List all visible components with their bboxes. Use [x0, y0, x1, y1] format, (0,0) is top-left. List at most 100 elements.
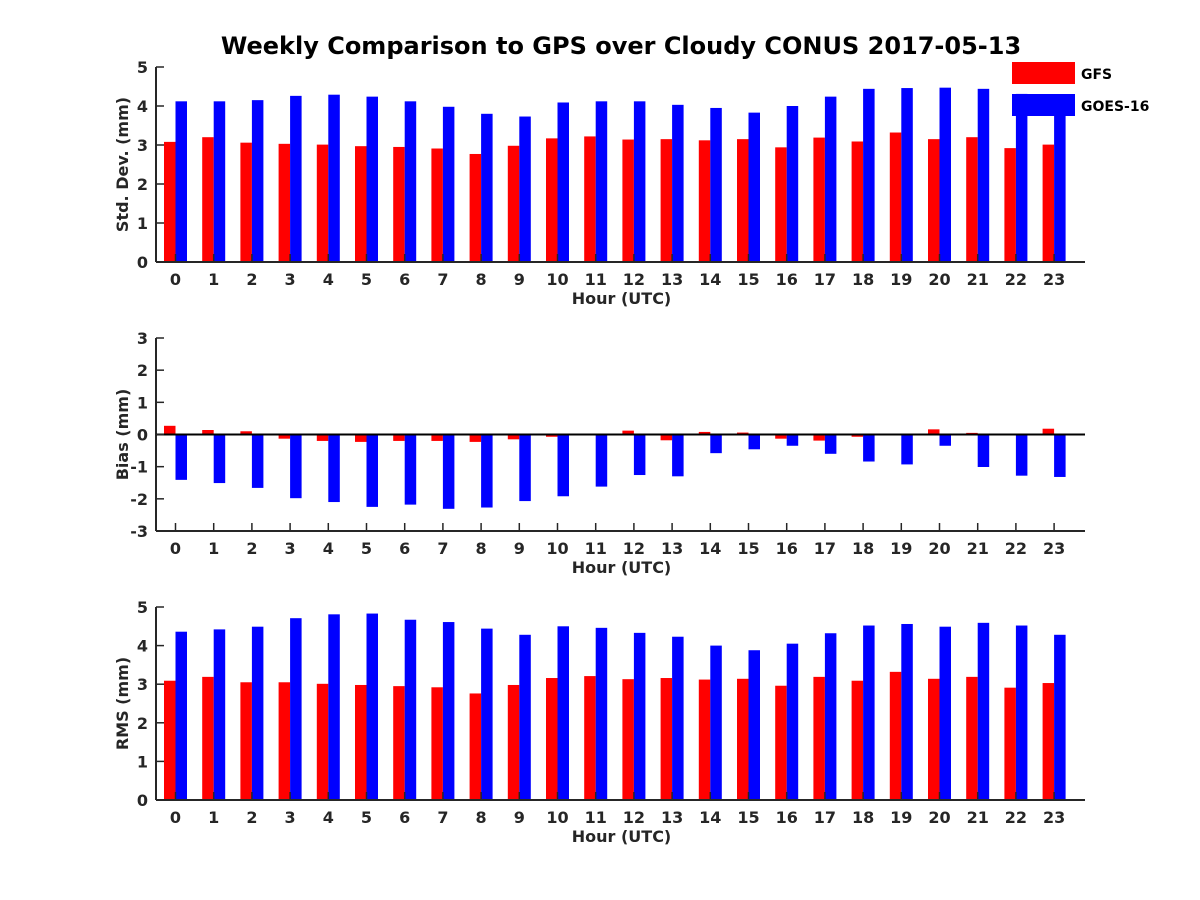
bar-goes-16-7: [442, 106, 455, 262]
bar-goes-16-2: [251, 626, 264, 800]
bar-goes-16-13: [672, 636, 684, 800]
y-tick-label: -1: [130, 458, 148, 477]
bar-goes-16-4: [328, 94, 340, 262]
bar-gfs-2: [240, 682, 252, 800]
bar-gfs-13: [660, 139, 673, 262]
y-axis-label: RMS (mm): [113, 657, 132, 750]
bar-gfs-4: [316, 683, 329, 800]
chart-title: Weekly Comparison to GPS over Cloudy CON…: [221, 32, 1021, 60]
x-tick-label: 9: [514, 270, 525, 289]
x-axis-label: Hour (UTC): [572, 827, 672, 846]
bar-goes-16-23: [1054, 634, 1066, 800]
x-tick-label: 10: [546, 539, 568, 558]
bar-gfs-14: [698, 140, 711, 262]
x-tick-label: 7: [437, 808, 448, 827]
x-tick-label: 1: [208, 270, 219, 289]
bar-goes-16-21: [977, 434, 990, 467]
bar-goes-16-0: [175, 101, 187, 262]
y-tick-label: 3: [137, 675, 148, 694]
bar-goes-16-6: [404, 619, 417, 800]
bar-gfs-7: [431, 434, 443, 441]
x-tick-label: 22: [1005, 808, 1027, 827]
bar-gfs-0: [164, 141, 176, 262]
bar-goes-16-1: [213, 434, 226, 484]
bar-goes-16-21: [977, 622, 990, 800]
y-tick-label: 0: [137, 426, 148, 445]
x-tick-label: 15: [737, 808, 759, 827]
bar-goes-16-5: [366, 96, 378, 262]
y-tick-label: 3: [137, 329, 148, 348]
y-tick-label: 1: [137, 393, 148, 412]
x-tick-label: 9: [514, 539, 525, 558]
bar-goes-16-5: [366, 613, 378, 800]
x-tick-label: 13: [661, 539, 683, 558]
bar-gfs-20: [928, 429, 940, 435]
x-tick-label: 2: [246, 270, 257, 289]
bar-goes-16-23: [1054, 114, 1066, 262]
bar-goes-16-18: [863, 625, 875, 800]
bar-goes-16-11: [595, 101, 608, 262]
x-tick-label: 5: [361, 270, 372, 289]
y-tick-label: -3: [130, 522, 148, 541]
bar-goes-16-4: [328, 434, 340, 503]
bar-gfs-13: [660, 434, 673, 441]
bar-gfs-5: [355, 146, 367, 262]
bar-goes-16-16: [786, 434, 799, 446]
x-tick-label: 18: [852, 808, 874, 827]
x-tick-label: 12: [623, 270, 645, 289]
x-tick-label: 13: [661, 270, 683, 289]
bar-goes-16-10: [557, 102, 569, 263]
bar-goes-16-15: [748, 112, 760, 262]
bar-gfs-12: [622, 679, 634, 800]
bar-goes-16-8: [481, 113, 493, 262]
bar-goes-16-19: [901, 434, 913, 465]
x-tick-label: 14: [699, 539, 721, 558]
bar-goes-16-9: [519, 116, 531, 262]
bar-gfs-18: [851, 141, 864, 262]
legend-label-gfs: GFS: [1081, 67, 1112, 83]
bar-gfs-11: [584, 676, 596, 800]
x-tick-label: 21: [967, 539, 989, 558]
legend-swatch-gfs: [1012, 62, 1075, 84]
bar-goes-16-20: [939, 87, 951, 262]
x-tick-label: 2: [246, 808, 257, 827]
y-tick-label: 5: [137, 58, 148, 77]
bar-goes-16-20: [939, 434, 951, 446]
bar-gfs-21: [966, 676, 978, 800]
x-tick-label: 12: [623, 808, 645, 827]
bar-goes-16-0: [175, 434, 187, 480]
x-tick-label: 8: [476, 808, 487, 827]
bar-gfs-23: [1042, 144, 1055, 262]
bar-gfs-12: [622, 139, 634, 262]
bar-gfs-23: [1042, 428, 1055, 435]
y-axis-label: Std. Dev. (mm): [113, 97, 132, 232]
bar-gfs-12: [622, 430, 634, 435]
bar-gfs-2: [240, 431, 252, 435]
bar-goes-16-7: [442, 622, 455, 800]
bar-gfs-18: [851, 680, 864, 800]
bar-goes-16-21: [977, 88, 990, 262]
bar-goes-16-8: [481, 434, 493, 508]
bar-gfs-8: [469, 153, 482, 262]
bar-goes-16-22: [1015, 93, 1028, 262]
bar-goes-16-11: [595, 627, 608, 800]
bar-gfs-3: [278, 434, 291, 439]
bar-goes-16-22: [1015, 625, 1028, 800]
y-tick-label: 3: [137, 136, 148, 155]
x-tick-label: 7: [437, 539, 448, 558]
x-tick-label: 19: [890, 539, 912, 558]
bar-goes-16-0: [175, 631, 187, 800]
bar-goes-16-12: [633, 632, 646, 800]
x-tick-label: 8: [476, 539, 487, 558]
bar-gfs-6: [393, 434, 405, 441]
bar-gfs-9: [507, 684, 520, 800]
legend: GFS GOES-16: [1012, 62, 1149, 116]
bar-goes-16-6: [404, 101, 417, 262]
x-tick-label: 8: [476, 270, 487, 289]
bar-gfs-17: [813, 676, 825, 800]
x-tick-label: 2: [246, 539, 257, 558]
bar-goes-16-5: [366, 434, 378, 507]
y-tick-label: 1: [137, 752, 148, 771]
